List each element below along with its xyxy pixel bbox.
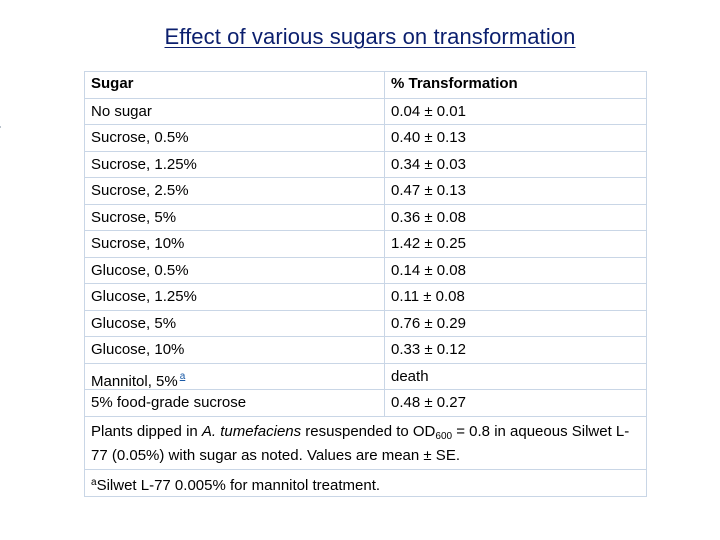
- table-row: Sucrose, 0.5% 0.40 ± 0.13: [85, 125, 647, 152]
- sugar-label: Mannitol, 5%: [91, 372, 178, 390]
- footnote-mark: a: [91, 476, 97, 488]
- sugar-cell: 5% food-grade sucrose: [85, 390, 385, 416]
- transformation-cell: 0.76 ± 0.29: [385, 310, 647, 336]
- column-header-sugar: Sugar: [85, 72, 385, 98]
- sugar-cell: Sucrose, 2.5%: [85, 178, 385, 204]
- sugar-cell: Sucrose, 1.25%: [85, 151, 385, 177]
- footnote-link[interactable]: a: [179, 370, 186, 382]
- sugar-cell: Sucrose, 5%: [85, 204, 385, 230]
- table-row: Sucrose, 2.5% 0.47 ± 0.13: [85, 178, 647, 205]
- table-footnote: aSilwet L-77 0.005% for mannitol treatme…: [85, 469, 647, 497]
- sugar-cell: Sucrose, 10%: [85, 231, 385, 257]
- sugar-cell: No sugar: [85, 98, 385, 124]
- table-row: Mannitol, 5% a death: [85, 363, 647, 390]
- transformation-cell: 0.34 ± 0.03: [385, 151, 647, 177]
- note-species: A. tumefaciens: [201, 422, 302, 440]
- edge-mark: [0, 126, 1, 128]
- note-subscript: 600: [435, 430, 453, 442]
- column-header-transformation: % Transformation: [385, 72, 647, 98]
- table-row: Glucose, 10% 0.33 ± 0.12: [85, 337, 647, 364]
- transformation-cell: 0.04 ± 0.01: [385, 98, 647, 124]
- transformation-cell: 1.42 ± 0.25: [385, 231, 647, 257]
- sugar-cell: Mannitol, 5% a: [85, 363, 385, 390]
- sugar-cell: Sucrose, 0.5%: [85, 125, 385, 151]
- transformation-cell: 0.11 ± 0.08: [385, 284, 647, 310]
- transformation-cell: death: [385, 363, 647, 389]
- table-row: No sugar 0.04 ± 0.01: [85, 98, 647, 125]
- note-prefix: Plants dipped in: [91, 422, 202, 440]
- transformation-cell: 0.33 ± 0.12: [385, 337, 647, 363]
- sugar-cell: Glucose, 10%: [85, 337, 385, 363]
- note-suffix: = 0.8 in aqueous Silwet L-77 (0.05%) wit…: [91, 422, 630, 464]
- footnote-text: Silwet L-77 0.005% for mannitol treatmen…: [96, 476, 381, 494]
- table-note: Plants dipped in A. tumefaciens resuspen…: [85, 416, 647, 470]
- sugar-transformation-table: Sugar % Transformation No sugar 0.04 ± 0…: [84, 71, 647, 497]
- sugar-cell: Glucose, 0.5%: [85, 257, 385, 283]
- transformation-cell: 0.36 ± 0.08: [385, 204, 647, 230]
- table-row: 5% food-grade sucrose 0.48 ± 0.27: [85, 390, 647, 417]
- transformation-cell: 0.40 ± 0.13: [385, 125, 647, 151]
- transformation-cell: 0.47 ± 0.13: [385, 178, 647, 204]
- note-middle: resuspended to OD: [301, 422, 436, 440]
- table-row: Sucrose, 5% 0.36 ± 0.08: [85, 204, 647, 231]
- table-header-row: Sugar % Transformation: [85, 72, 647, 99]
- sugar-cell: Glucose, 1.25%: [85, 284, 385, 310]
- table-row: Sucrose, 1.25% 0.34 ± 0.03: [85, 151, 647, 178]
- table-row: Sucrose, 10% 1.42 ± 0.25: [85, 231, 647, 258]
- slide-title: Effect of various sugars on transformati…: [164, 24, 576, 49]
- table-row: Glucose, 1.25% 0.11 ± 0.08: [85, 284, 647, 311]
- transformation-cell: 0.14 ± 0.08: [385, 257, 647, 283]
- transformation-cell: 0.48 ± 0.27: [385, 390, 647, 416]
- table-row: Glucose, 0.5% 0.14 ± 0.08: [85, 257, 647, 284]
- sugar-cell: Glucose, 5%: [85, 310, 385, 336]
- table-row: Glucose, 5% 0.76 ± 0.29: [85, 310, 647, 337]
